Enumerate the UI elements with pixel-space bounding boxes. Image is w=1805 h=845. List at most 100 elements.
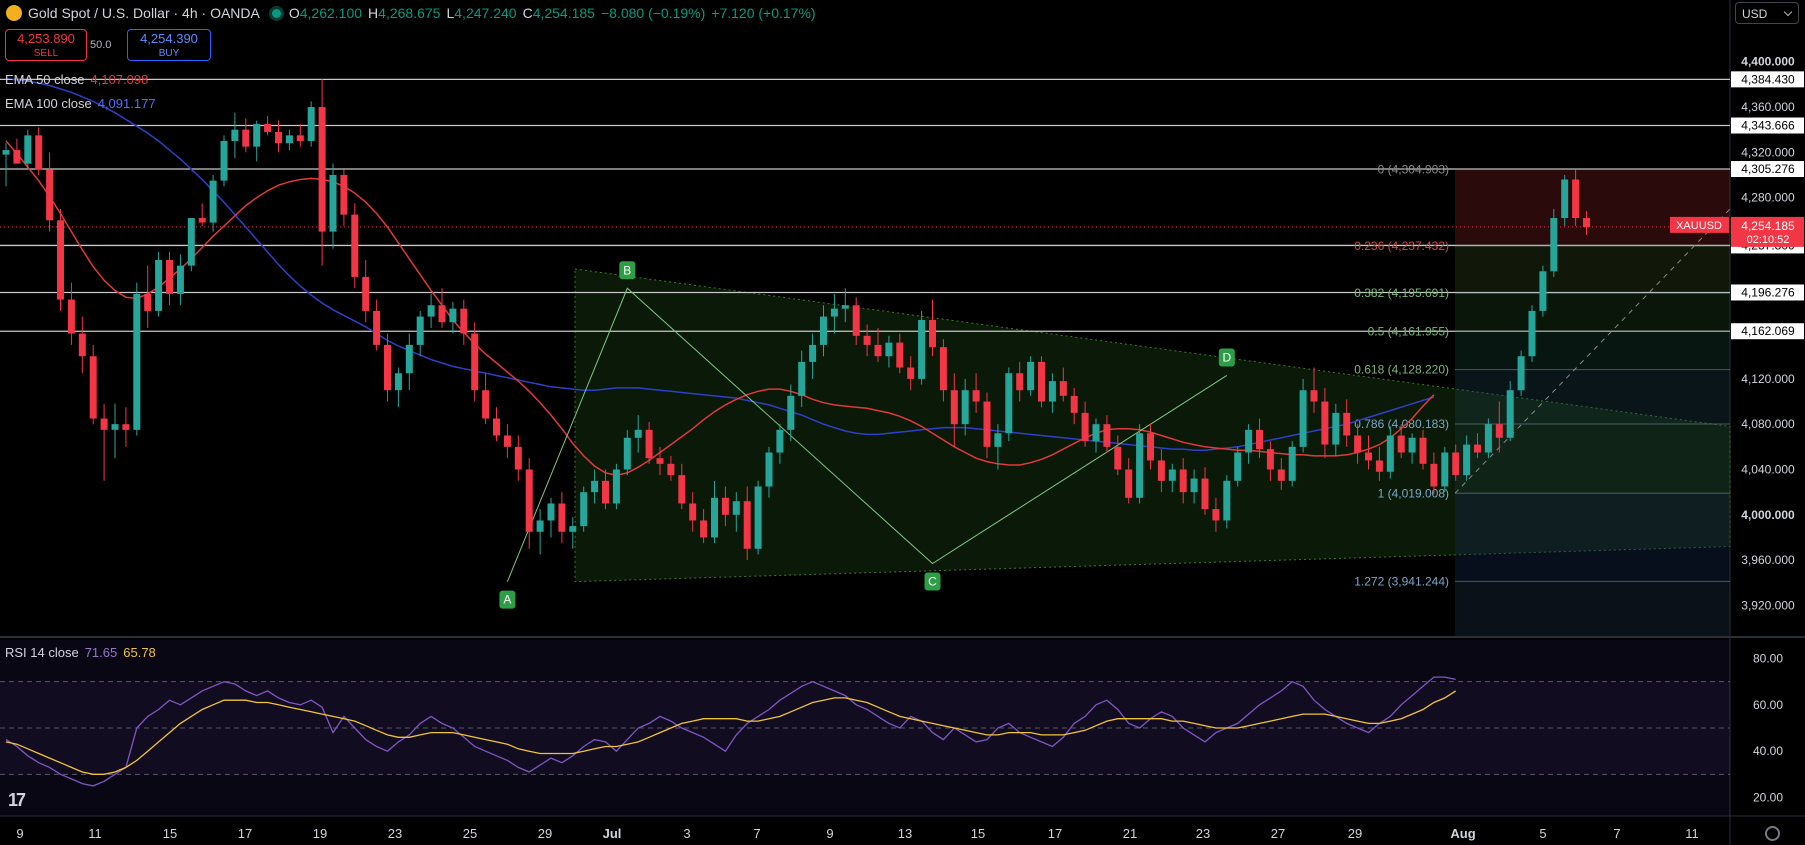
buy-button[interactable]: 4,254.390 BUY — [127, 29, 211, 61]
fib-label: 1 (4,019.008) — [1378, 486, 1449, 500]
ema100-line — [5, 77, 1435, 451]
candle-body — [416, 316, 424, 345]
price-tick-label: 4,120.000 — [1741, 372, 1795, 386]
rsi-legend[interactable]: RSI 14 close 71.65 65.78 — [5, 645, 156, 660]
candle-body — [24, 135, 32, 164]
gold-coin-icon — [6, 5, 22, 21]
level-price-tag — [1731, 284, 1804, 301]
candle-body — [612, 469, 620, 504]
candle-body — [198, 218, 206, 223]
candle-body — [1474, 444, 1481, 453]
candle-body — [78, 333, 86, 357]
candle-body — [961, 390, 969, 425]
candle-body — [1365, 452, 1372, 461]
settings-gear-icon[interactable] — [1765, 826, 1780, 841]
level-price-label: 4,162.069 — [1741, 324, 1795, 338]
candle-body — [929, 319, 936, 348]
candle-body — [100, 418, 108, 430]
candle-body — [1408, 437, 1416, 453]
candle-body — [841, 305, 849, 309]
candle-body — [362, 276, 370, 311]
candle-body — [634, 429, 642, 438]
time-tick-label: 11 — [88, 826, 102, 841]
candle-body — [689, 503, 697, 521]
ema100-value: 4,091.177 — [97, 96, 156, 111]
candle-body — [373, 310, 381, 345]
symbol-title[interactable]: Gold Spot / U.S. Dollar · 4h · OANDA — [28, 5, 260, 21]
candle-body — [678, 475, 686, 504]
candle-body — [482, 390, 490, 419]
candle-body — [1103, 424, 1111, 447]
time-tick-label: 5 — [1539, 826, 1546, 841]
last-price-label: 4,254.185 — [1741, 219, 1795, 233]
candle-body — [852, 305, 860, 336]
candle-body — [1419, 437, 1427, 464]
candle-body — [67, 299, 75, 334]
candle-body — [1452, 452, 1460, 476]
sell-label: SELL — [33, 48, 59, 59]
candle-body — [1386, 435, 1394, 472]
fib-zone-extension — [1455, 581, 1730, 636]
fib-zone — [1455, 369, 1730, 424]
time-tick-label: 27 — [1271, 826, 1285, 841]
price-tick-label: 4,400.000 — [1741, 55, 1795, 69]
candle-body — [743, 501, 751, 549]
price-tick-label: 4,280.000 — [1741, 191, 1795, 205]
candle-body — [809, 344, 817, 362]
candle-body — [340, 174, 348, 215]
candle-body — [35, 135, 43, 170]
candle-body — [1070, 395, 1078, 413]
candle-body — [264, 124, 272, 132]
market-open-status-icon — [271, 8, 281, 18]
candle-body — [1572, 179, 1580, 219]
candle-body — [711, 497, 718, 538]
candle-body — [1081, 412, 1089, 442]
fib-zone — [1455, 293, 1730, 332]
sell-button[interactable]: 4,253.890 SELL — [5, 29, 87, 61]
level-price-tag — [1731, 161, 1804, 178]
level-price-label: 4,196.276 — [1741, 285, 1795, 299]
candle-body — [384, 344, 391, 391]
countdown-label: 02:10:52 — [1747, 234, 1790, 246]
level-price-label: 4,343.666 — [1741, 119, 1795, 133]
candle-body — [787, 395, 795, 430]
fib-zone — [1455, 245, 1730, 294]
candle-body — [1299, 390, 1307, 447]
time-tick-label: 9 — [16, 826, 23, 841]
candle-body — [983, 401, 991, 447]
candle-body — [754, 486, 762, 549]
pattern-point-marker — [619, 261, 636, 280]
candle-body — [907, 367, 915, 379]
time-tick-label: 29 — [1348, 826, 1362, 841]
fib-label: 0.236 (4,237.432) — [1354, 239, 1449, 253]
candle-body — [133, 293, 141, 430]
candle-body — [166, 259, 173, 294]
ema50-legend[interactable]: EMA 50 close 4,107.098 — [5, 72, 149, 87]
candle-body — [798, 361, 806, 396]
candle-body — [591, 480, 599, 493]
candle-body — [57, 220, 64, 300]
candle-body — [514, 446, 522, 470]
candle-body — [721, 497, 729, 515]
currency-select[interactable]: USD — [1735, 2, 1799, 24]
candle-body — [242, 129, 250, 147]
time-tick-label: 7 — [753, 826, 760, 841]
last-price-tag — [1731, 216, 1804, 247]
candle-body — [296, 135, 304, 142]
rsi-value: 71.65 — [84, 645, 118, 660]
candle-body — [460, 308, 468, 334]
pattern-point-label: D — [1222, 350, 1231, 364]
candle-body — [1234, 452, 1242, 481]
time-tick-label: Aug — [1450, 826, 1475, 841]
candle-body — [885, 342, 893, 357]
candle-body — [1321, 401, 1329, 445]
candle-body — [1190, 478, 1198, 493]
candle-body — [1136, 433, 1144, 498]
ohlc-high: H4,268.675 — [368, 5, 441, 21]
time-tick-label: 7 — [1613, 826, 1620, 841]
candle-body — [732, 501, 740, 515]
fib-zone — [1455, 169, 1730, 246]
ema100-legend[interactable]: EMA 100 close 4,091.177 — [5, 96, 156, 111]
time-tick-label: 11 — [1685, 826, 1699, 841]
